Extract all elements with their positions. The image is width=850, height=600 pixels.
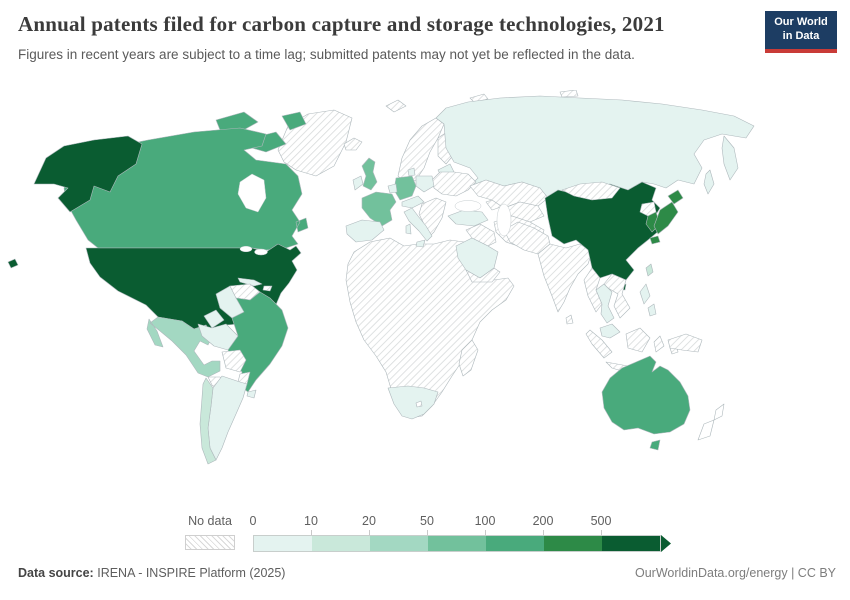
logo-line1: Our World [774,16,828,28]
great-lakes [254,248,268,256]
region-sulawesi[interactable] [653,335,665,353]
country-argentina[interactable] [207,375,248,461]
country-myanmar[interactable] [583,267,603,313]
country-thailand[interactable] [595,283,615,324]
region-ukraine-belarus[interactable] [431,171,477,197]
country-ecuador[interactable] [203,309,225,329]
country-spain[interactable] [345,219,385,243]
legend-colorbar: 0 10 20 50 100 200 500 [249,514,683,554]
country-ireland[interactable] [352,175,364,191]
region-africa[interactable] [345,237,515,419]
legend-tick-label: 0 [249,514,257,528]
legend-segment[interactable] [544,536,602,551]
country-united-states-alaska[interactable] [33,135,143,213]
black-sea [454,200,482,212]
country-south-africa[interactable] [387,385,439,420]
legend-tick-label: 20 [362,514,376,528]
country-germany[interactable] [393,175,417,201]
footer-link[interactable]: OurWorldinData.org/energy | CC BY [634,566,836,580]
region-yemen-oman[interactable] [465,267,501,283]
map-legend: No data 0 10 20 50 100 200 500 [0,514,850,558]
chart-subtitle: Figures in recent years are subject to a… [18,47,635,62]
legend-segment[interactable] [370,536,428,551]
country-france[interactable] [361,191,397,227]
legend-tick-label: 100 [474,514,496,528]
legend-segment[interactable] [428,536,486,551]
data-source-label: Data source: [18,566,94,580]
country-united-kingdom[interactable] [361,157,378,191]
legend-tick-label: 50 [420,514,434,528]
region-afghanistan-pakistan[interactable] [503,221,551,255]
country-japan[interactable] [649,189,684,245]
legend-tick-label: 500 [590,514,612,528]
legend-tick-mark [369,530,370,535]
country-denmark[interactable] [407,167,416,177]
legend-tick-mark [543,530,544,535]
owid-logo[interactable]: Our World in Data [765,11,837,53]
country-lesotho[interactable] [415,400,423,408]
region-central-europe[interactable] [401,195,425,209]
region-borneo[interactable] [625,327,651,353]
region-benelux[interactable] [387,183,398,194]
country-iceland[interactable] [343,137,363,151]
legend-segment[interactable] [254,536,312,551]
country-madagascar[interactable] [458,339,479,377]
no-data-swatch[interactable] [185,535,235,550]
great-lakes [239,245,253,253]
country-sri-lanka[interactable] [565,314,574,325]
region-new-guinea[interactable] [667,333,703,353]
caspian-sea [496,203,512,237]
country-malaysia[interactable] [599,323,621,339]
country-india[interactable] [537,243,593,313]
country-taiwan[interactable] [645,263,654,277]
world-choropleth-map [0,90,850,510]
region-arctic-islands[interactable] [469,90,579,103]
legend-segment[interactable] [312,536,370,551]
page-title: Annual patents filed for carbon capture … [18,12,665,36]
region-hispaniola[interactable] [262,285,273,292]
country-australia[interactable] [601,355,691,451]
country-cuba[interactable] [237,277,263,287]
country-brazil[interactable] [227,291,289,393]
data-source-text: IRENA - INSPIRE Platform (2025) [97,566,286,580]
legend-segment[interactable] [602,536,660,551]
country-mongolia[interactable] [561,181,621,201]
country-italy[interactable] [403,207,433,248]
region-norway-sweden[interactable] [397,117,445,185]
country-uruguay[interactable] [246,389,257,399]
country-new-zealand[interactable] [697,403,725,441]
region-vietnam-laos-cambodia[interactable] [603,273,631,319]
legend-no-data: No data [185,514,235,550]
legend-segment[interactable] [486,536,544,551]
region-sumatra[interactable] [585,329,613,359]
country-philippines[interactable] [639,283,657,317]
country-turkey[interactable] [447,209,489,227]
no-data-label: No data [188,514,232,528]
legend-tick-mark [485,530,486,535]
country-poland[interactable] [415,175,435,193]
data-source: Data source: IRENA - INSPIRE Platform (2… [18,566,285,580]
legend-arrow-tip [661,535,671,552]
legend-tick-label: 10 [304,514,318,528]
country-bolivia[interactable] [221,349,247,373]
legend-tick-mark [311,530,312,535]
country-chile[interactable] [199,377,217,465]
legend-tick-label: 200 [532,514,554,528]
region-svalbard[interactable] [385,99,407,113]
logo-line2: in Data [782,29,820,42]
hudson-bay [237,173,267,213]
legend-tick-mark [601,530,602,535]
legend-bar [253,535,661,552]
country-kazakhstan[interactable] [469,179,549,209]
legend-tick-mark [427,530,428,535]
